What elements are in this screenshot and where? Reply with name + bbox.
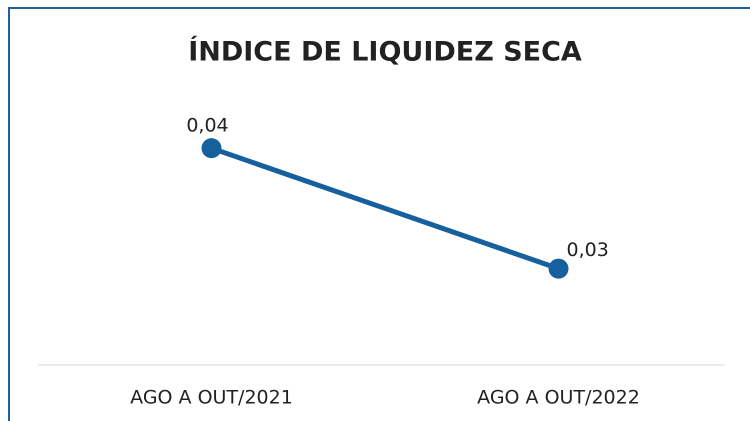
x-tick-label: AGO A OUT/2021 (130, 387, 293, 409)
data-label: 0,03 (567, 239, 609, 261)
data-label: 0,04 (186, 115, 228, 137)
point (548, 258, 569, 279)
point (201, 138, 222, 159)
x-tick-label: AGO A OUT/2022 (477, 387, 640, 409)
chart-title: ÍNDICE DE LIQUIDEZ SECA (188, 36, 582, 68)
line (210, 145, 560, 271)
